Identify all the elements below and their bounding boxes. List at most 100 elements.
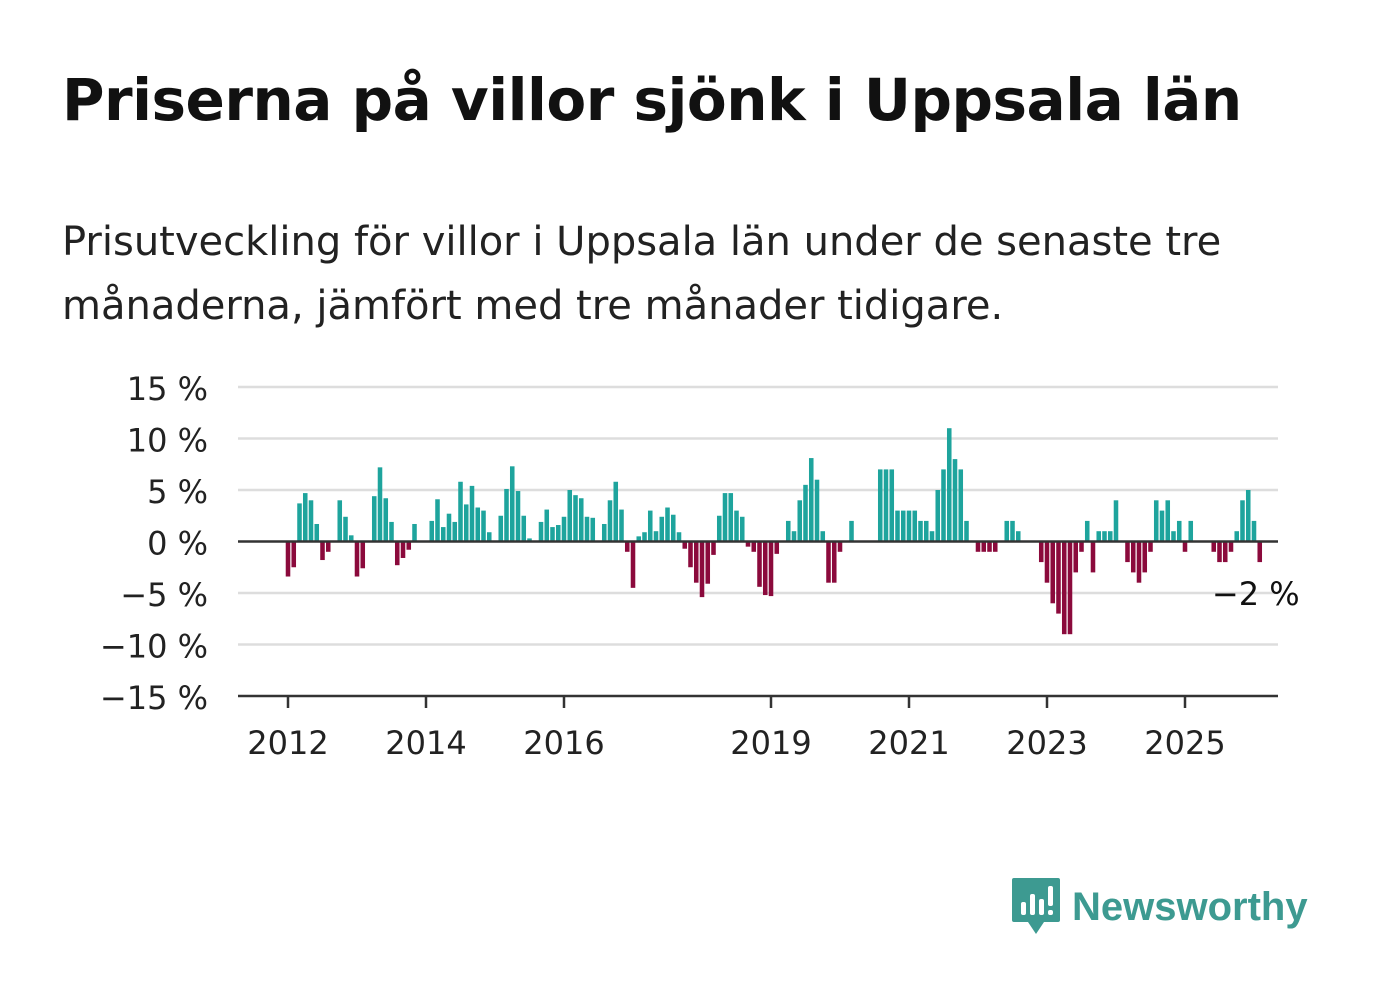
bar — [371, 496, 377, 542]
bar — [826, 541, 831, 583]
bar — [383, 498, 389, 542]
bar — [285, 541, 291, 577]
bar — [757, 541, 762, 587]
bar — [877, 469, 883, 542]
bar — [1217, 541, 1222, 563]
bar — [1159, 510, 1165, 542]
y-tick-label: −5 % — [120, 576, 208, 614]
bar — [1245, 490, 1251, 542]
x-tick-label: 2012 — [247, 724, 328, 762]
bar — [320, 541, 325, 561]
bar — [1148, 541, 1153, 552]
bar — [791, 531, 797, 542]
bar — [354, 541, 360, 577]
bar — [1050, 541, 1056, 604]
bar — [1182, 541, 1188, 552]
bar — [768, 541, 774, 597]
bar — [458, 481, 463, 542]
bar — [987, 541, 992, 552]
bar — [745, 541, 751, 547]
bar — [964, 520, 969, 542]
bar — [630, 541, 636, 588]
bar — [728, 493, 734, 542]
bar — [394, 541, 400, 566]
bar — [481, 510, 486, 542]
bar — [1073, 541, 1079, 573]
x-tick-label: 2016 — [523, 724, 604, 762]
bar — [1257, 541, 1263, 563]
bar — [584, 516, 590, 542]
bar — [906, 510, 912, 542]
bar — [1102, 531, 1107, 542]
bar — [446, 513, 452, 542]
bar — [889, 469, 895, 542]
bar — [739, 516, 745, 542]
bar — [1067, 541, 1073, 635]
bar — [820, 531, 826, 542]
bar — [601, 523, 607, 542]
bar — [469, 485, 475, 542]
bar — [699, 541, 705, 598]
bar — [302, 493, 308, 542]
bar — [774, 541, 780, 554]
labels-layer: 15 % 10 % 5 % 0 % −5 % −10 % −15 % 2012 2014 2016… — [100, 370, 1300, 762]
bar — [624, 541, 630, 552]
bar — [1251, 520, 1257, 542]
bar — [636, 536, 642, 542]
bar — [590, 517, 596, 542]
bar — [642, 532, 647, 542]
bar — [1044, 541, 1050, 583]
bar — [515, 491, 521, 542]
bar — [975, 541, 981, 552]
bar — [567, 490, 573, 542]
bar — [1090, 541, 1096, 573]
y-tick-label: 0 % — [147, 525, 208, 563]
bar — [544, 509, 550, 542]
bar — [463, 504, 469, 542]
bar — [550, 527, 555, 542]
bar — [797, 500, 803, 542]
bar — [1038, 541, 1044, 563]
bar — [1125, 541, 1130, 563]
y-tick-label: 15 % — [127, 370, 208, 408]
bar — [429, 520, 435, 542]
y-tick-label: 5 % — [147, 473, 208, 511]
y-tick-label: −15 % — [100, 679, 208, 717]
bar — [803, 484, 808, 542]
bar — [1130, 541, 1136, 573]
bar — [688, 541, 693, 568]
bar — [895, 510, 900, 542]
bar — [946, 428, 952, 542]
bar — [440, 527, 446, 542]
bar — [360, 541, 366, 569]
bar — [504, 488, 509, 542]
bar — [486, 532, 492, 542]
brand-name: Newsworthy — [1072, 884, 1308, 929]
bar — [389, 521, 394, 542]
bar — [682, 541, 688, 549]
bar — [918, 520, 923, 542]
bar — [1136, 541, 1142, 583]
bar — [831, 541, 837, 583]
bar — [406, 541, 412, 550]
x-tick-label: 2023 — [1006, 724, 1087, 762]
bar — [785, 520, 791, 542]
bar — [1153, 500, 1159, 542]
bar — [297, 503, 302, 542]
bar — [958, 469, 964, 542]
x-tick-label: 2019 — [730, 724, 811, 762]
bar — [659, 516, 665, 542]
bar — [400, 541, 406, 558]
bar — [1010, 520, 1015, 542]
newsworthy-logo: Newsworthy — [1010, 876, 1308, 938]
bar — [912, 510, 918, 542]
bar — [1188, 520, 1194, 542]
bar — [314, 523, 320, 542]
bar — [814, 479, 820, 542]
bar — [1079, 541, 1084, 552]
bar — [705, 541, 711, 584]
bar — [952, 459, 958, 542]
latest-value-label: −2 % — [1212, 575, 1300, 613]
bar — [992, 541, 998, 552]
bar — [935, 490, 941, 542]
